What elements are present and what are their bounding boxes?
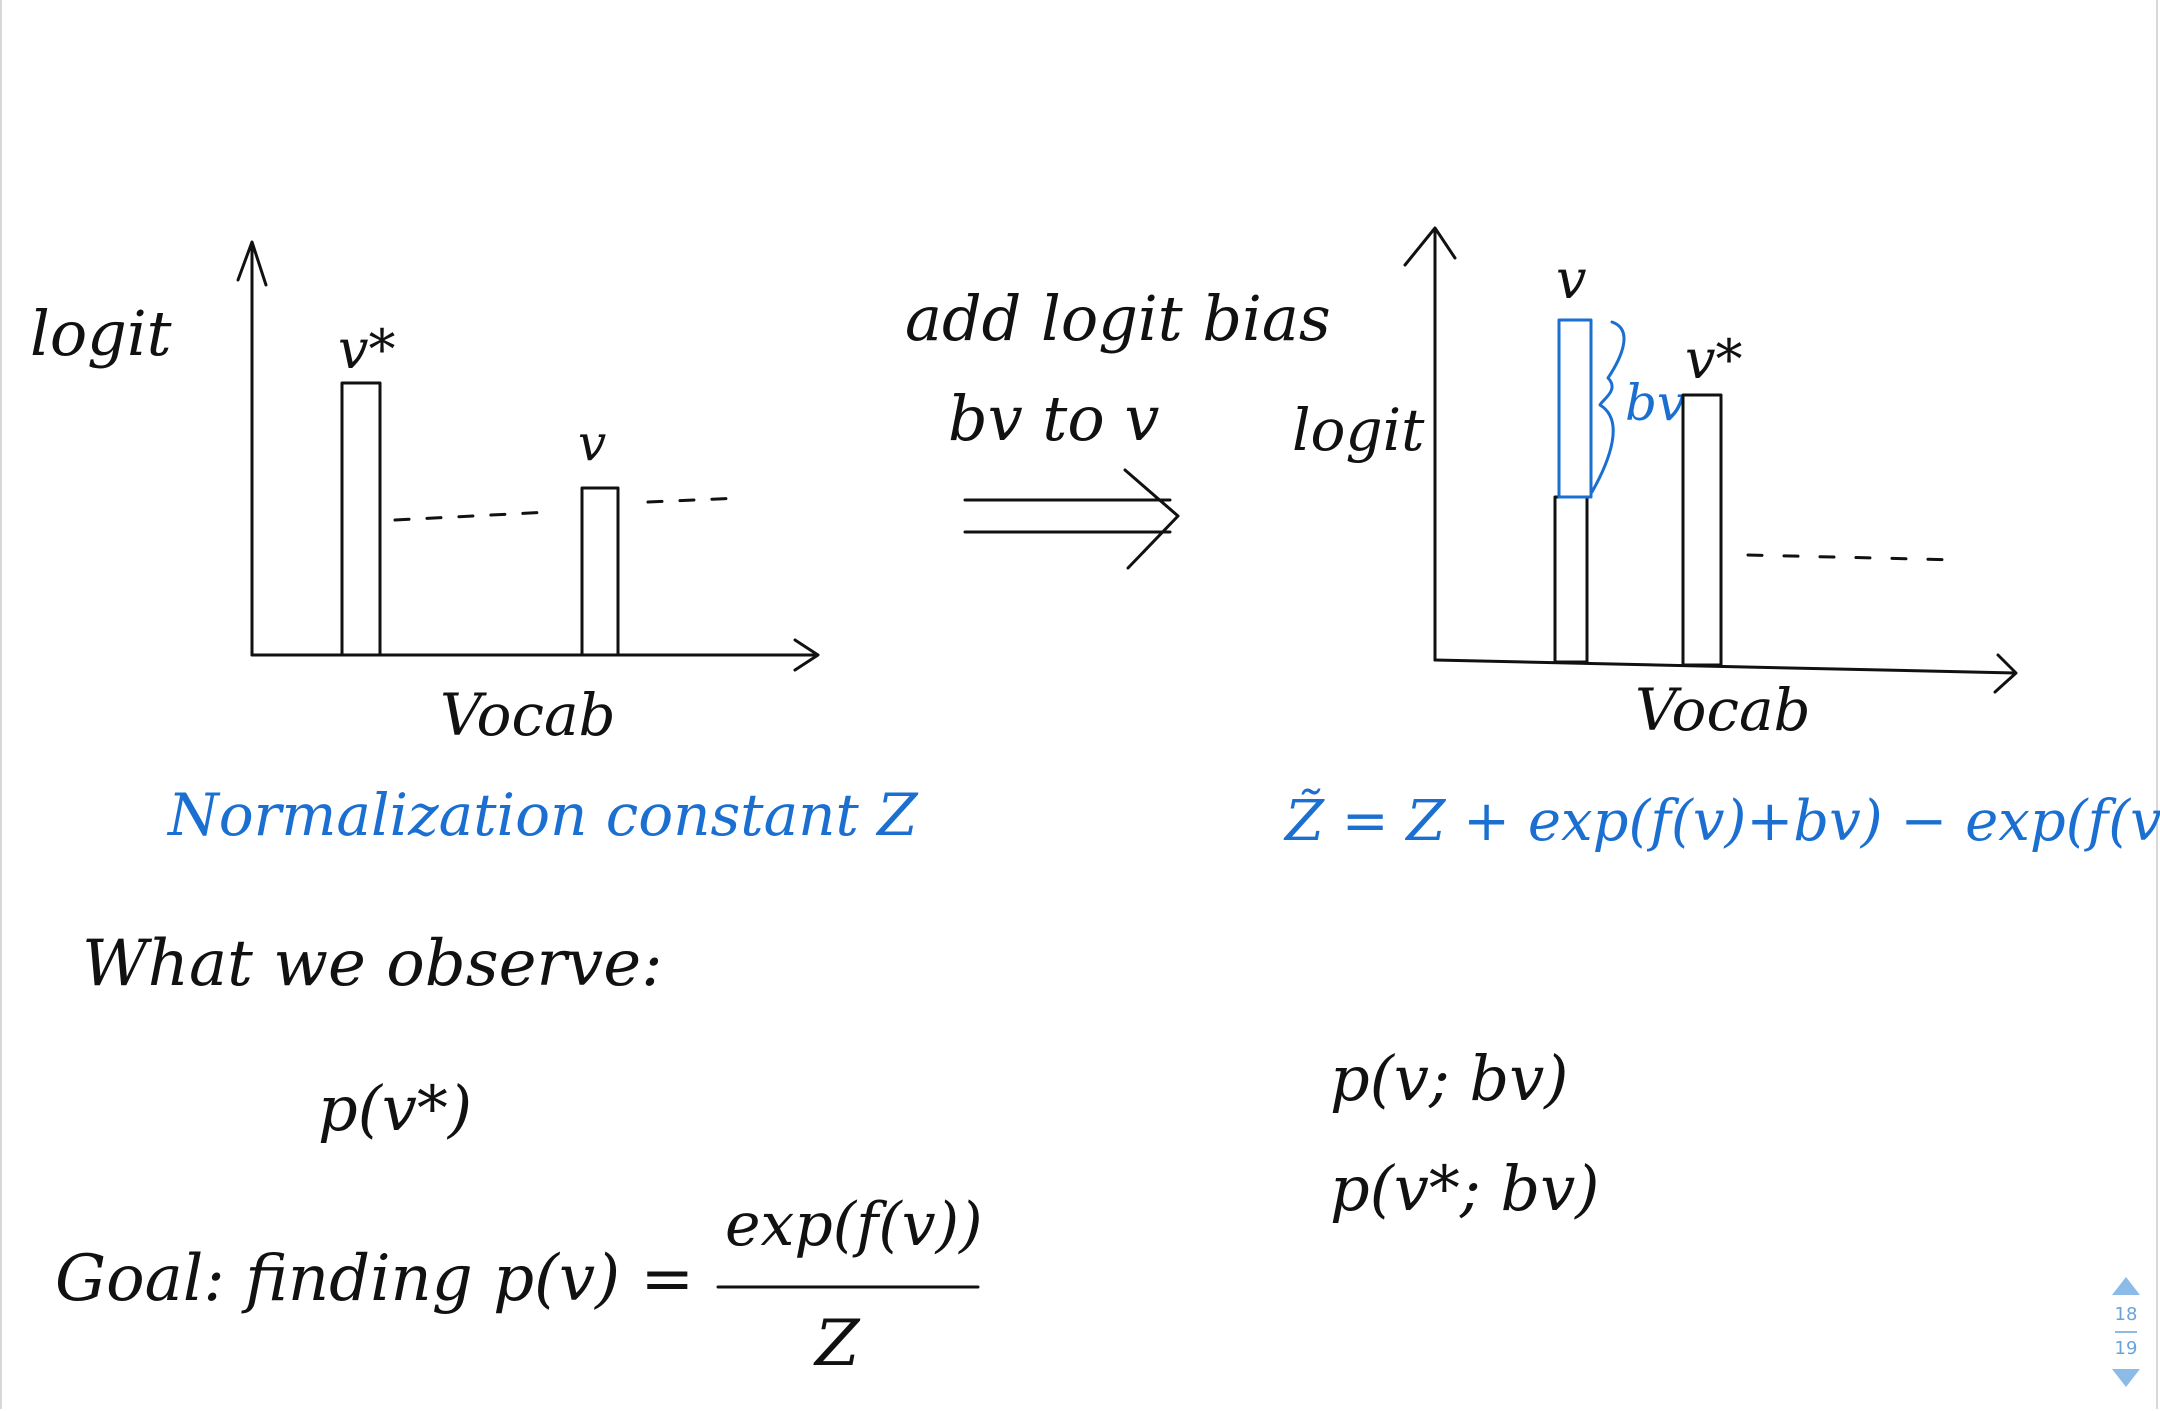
right-x-axis — [1433, 658, 2017, 675]
right-y-axis-arrow — [1403, 226, 1457, 267]
left-dashes-1 — [393, 510, 552, 522]
right-xlabel: Vocab — [1635, 676, 1811, 744]
right-note-2: p(v*; bv) — [1330, 1152, 1599, 1225]
goal-numerator: exp(f(v)) — [725, 1190, 983, 1260]
notes: What we observe: p(v*) Goal: finding p(v… — [55, 927, 1599, 1381]
right-dashes — [1746, 553, 1962, 562]
transform-annotation: add logit bias bv to v — [905, 282, 1331, 570]
goal-denominator: Z — [813, 1307, 861, 1381]
current-page-number: 18 — [2114, 1304, 2138, 1325]
left-bar-vstar — [340, 381, 382, 657]
transform-line1: add logit bias — [905, 282, 1331, 355]
left-bar-v-label: v — [578, 414, 606, 472]
left-chart: logit v* v Vocab Normalization constant … — [30, 240, 919, 849]
right-bar-v — [1553, 495, 1589, 664]
left-x-axis-arrow — [793, 638, 820, 672]
observe-value: p(v*) — [318, 1072, 472, 1145]
left-caption: Normalization constant Z — [166, 781, 919, 849]
left-y-axis-arrow — [236, 240, 268, 287]
transform-line2: bv to v — [948, 382, 1159, 455]
right-bar-v-label: v — [1556, 248, 1587, 311]
right-formula: Z̃ = Z + exp(f(v)+bv) − exp(f(v)) — [1283, 788, 2160, 854]
right-chart: logit v bv v* Vocab Z̃ = Z + exp(f(v)+bv… — [1283, 226, 2160, 854]
page-navigator: 18 19 — [2106, 1277, 2146, 1387]
page-separator — [2115, 1331, 2137, 1333]
double-arrow-head — [1123, 468, 1180, 570]
bias-brace — [1590, 320, 1626, 494]
right-x-axis-arrow — [1993, 653, 2018, 694]
right-bias-label: bv — [1625, 374, 1685, 432]
left-bar-vstar-label: v* — [338, 318, 396, 381]
right-bar-vstar-label: v* — [1685, 328, 1743, 391]
goal-prefix: Goal: finding p(v) = — [55, 1242, 694, 1316]
left-dashes-2 — [646, 496, 742, 504]
total-page-number: 19 — [2114, 1338, 2138, 1359]
previous-page-arrow-icon[interactable] — [2112, 1277, 2140, 1295]
left-bar-v — [580, 486, 620, 657]
right-bar-v-bias — [1557, 318, 1593, 499]
left-ylabel: logit — [30, 297, 172, 370]
next-page-arrow-icon[interactable] — [2112, 1369, 2140, 1387]
right-note-1: p(v; bv) — [1330, 1042, 1568, 1115]
observe-heading: What we observe: — [82, 927, 663, 1001]
right-bar-vstar — [1681, 393, 1723, 667]
right-ylabel: logit — [1292, 396, 1425, 464]
left-xlabel: Vocab — [440, 681, 616, 749]
